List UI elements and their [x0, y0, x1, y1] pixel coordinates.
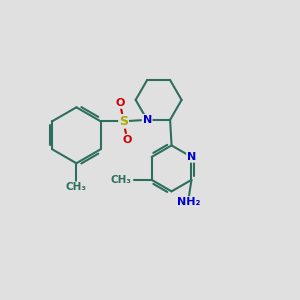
Text: O: O — [122, 134, 132, 145]
Text: N: N — [142, 115, 152, 125]
Text: CH₃: CH₃ — [110, 175, 131, 185]
Text: NH₂: NH₂ — [177, 197, 200, 207]
Text: CH₃: CH₃ — [66, 182, 87, 192]
Text: O: O — [116, 98, 125, 108]
Text: S: S — [119, 115, 128, 128]
Text: N: N — [187, 152, 196, 162]
